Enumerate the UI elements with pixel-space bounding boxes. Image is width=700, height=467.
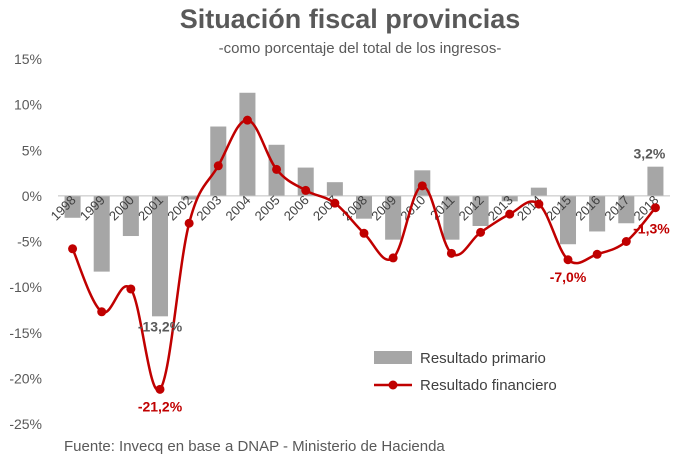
bar-1998 [64,195,81,218]
point-2005 [272,164,282,174]
point-2003 [213,161,223,171]
y-tick-label: 0% [22,188,42,204]
y-tick-label: -15% [9,325,42,341]
legend-label-primario: Resultado primario [420,350,546,367]
legend: Resultado primario Resultado financiero [374,350,557,394]
point-2016 [592,249,602,259]
y-tick-label: -10% [9,279,42,295]
data-label: -7,0% [550,269,587,285]
y-tick-label: 15% [14,51,42,67]
legend-label-financiero: Resultado financiero [420,377,557,394]
x-tick-label: 2006 [281,192,312,223]
point-2008 [359,228,369,238]
point-2000 [126,284,136,294]
bar-2009 [385,195,402,240]
bar-2011 [443,195,460,240]
bar-2000 [122,195,139,237]
line-financiero [68,115,660,394]
bar-2015 [559,195,577,245]
point-2014 [534,199,544,209]
y-axis: 15% 10% 5% 0% -5% -10% -15% -20% -25% [9,51,42,432]
bar-2001 [151,195,169,317]
point-1998 [68,244,78,254]
y-tick-label: -25% [9,416,42,432]
point-1999 [97,307,107,317]
point-2011 [446,248,456,258]
bar-2018 [647,166,664,196]
x-tick-label: 2005 [252,192,283,223]
chart-title: Situación fiscal provincias [179,4,521,34]
bar-2012 [472,195,489,226]
bar-2014 [530,187,547,196]
y-tick-label: -20% [9,370,42,386]
point-2006 [301,185,311,195]
y-tick-label: 5% [22,142,42,158]
point-2013 [505,209,515,219]
bar-2007 [326,182,343,196]
point-2015 [563,255,573,265]
data-label: -21,2% [138,398,183,414]
point-2012 [476,227,486,237]
bar-2003 [210,126,227,196]
bar-2004 [239,92,256,196]
annotations: -13,2% -21,2% -7,0% 3,2% -1,3% [138,146,670,415]
legend-marker-financiero [388,380,398,390]
data-label: 3,2% [633,146,665,162]
bar-2013 [501,195,518,202]
bar-1999 [93,195,110,272]
data-label: -13,2% [138,318,183,334]
bar-2008 [355,195,373,219]
chart-subtitle: -como porcentaje del total de los ingres… [218,40,502,57]
y-tick-label: -5% [17,234,42,250]
point-2009 [388,253,398,263]
point-2010 [417,181,427,191]
legend-swatch-primario [374,351,412,364]
point-2004 [242,115,252,125]
y-tick-label: 10% [14,97,42,113]
x-tick-label: 2004 [222,192,253,223]
bar-2016 [589,195,606,232]
bar-2002 [181,195,198,200]
x-tick-label: 2010 [397,192,428,223]
bar-2017 [618,195,635,224]
data-label: -1,3% [633,221,670,237]
point-2018 [650,203,660,213]
point-2017 [621,237,631,246]
point-2001 [155,384,165,394]
point-2007 [330,198,340,208]
source-note: Fuente: Invecq en base a DNAP - Minister… [64,438,445,455]
point-2002 [184,218,194,228]
